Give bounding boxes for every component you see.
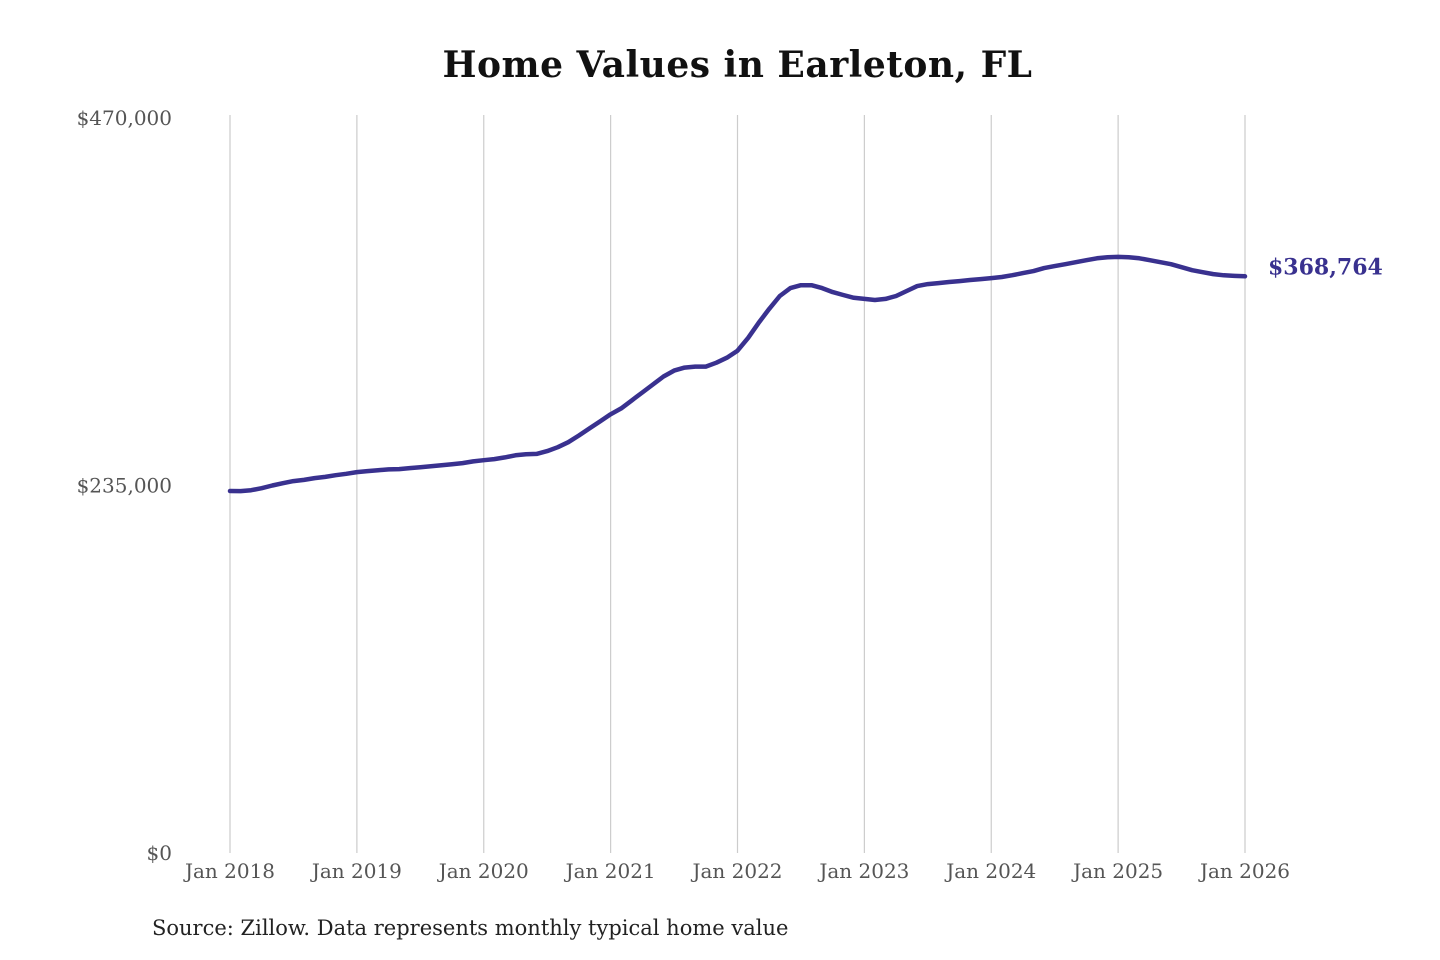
x-tick-label: Jan 2022 <box>690 859 782 883</box>
home-value-line <box>227 254 1248 494</box>
y-tick-label: $470,000 <box>77 106 172 130</box>
x-tick-label: Jan 2021 <box>564 859 656 883</box>
source-note: Source: Zillow. Data represents monthly … <box>152 916 789 940</box>
chart-title: Home Values in Earleton, FL <box>442 44 1033 86</box>
x-tick-label: Jan 2025 <box>1071 859 1163 883</box>
x-tick-label: Jan 2024 <box>944 859 1036 883</box>
y-tick-label: $0 <box>147 841 172 865</box>
x-tick-label: Jan 2026 <box>1198 859 1290 883</box>
x-tick-label: Jan 2020 <box>437 859 529 883</box>
x-tick-label: Jan 2023 <box>817 859 909 883</box>
y-tick-label: $235,000 <box>77 474 172 498</box>
end-value-label: $368,764 <box>1268 254 1383 280</box>
x-tick-label: Jan 2018 <box>183 859 275 883</box>
x-tick-label: Jan 2019 <box>310 859 402 883</box>
